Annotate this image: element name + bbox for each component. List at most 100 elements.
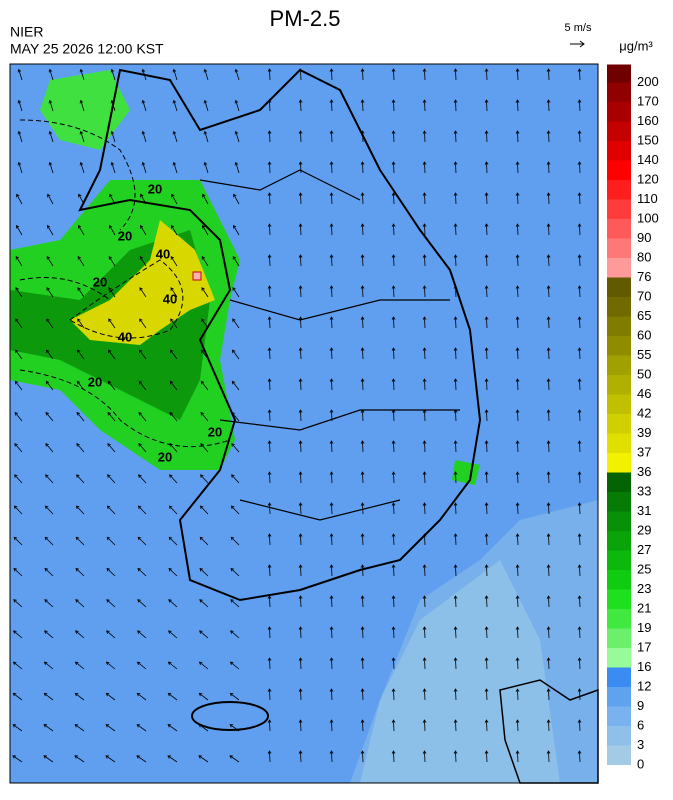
wind-arrow: [329, 688, 334, 701]
wind-arrow: [109, 224, 116, 236]
wind-arrow: [329, 657, 334, 670]
wind-arrow: [141, 99, 147, 112]
wind-arrow: [170, 287, 178, 298]
wind-arrow: [484, 533, 489, 546]
wind-arrow: [422, 285, 427, 298]
colorbar-label: 37: [637, 444, 651, 459]
wind-arrow: [15, 255, 23, 267]
wind-arrow: [391, 68, 396, 81]
wind-arrow: [546, 719, 551, 732]
wind-arrow: [360, 657, 365, 670]
wind-arrow: [230, 567, 240, 577]
wind-arrow: [484, 409, 489, 422]
colorbar-label: 90: [637, 230, 651, 245]
wind-arrow: [44, 536, 54, 546]
wind-arrow: [46, 318, 54, 329]
wind-arrow: [391, 502, 396, 515]
wind-arrow: [76, 474, 85, 484]
wind-arrow: [15, 287, 23, 298]
wind-arrow: [298, 750, 303, 763]
wind-arrow: [199, 630, 209, 639]
colorbar-segment: [607, 258, 631, 278]
wind-arrow: [138, 380, 147, 391]
wind-arrow: [391, 347, 396, 360]
wind-arrow: [199, 505, 209, 515]
wind-arrow: [203, 130, 209, 143]
colorbar-label: 0: [637, 756, 644, 771]
wind-arrow: [267, 471, 272, 484]
wind-arrow: [198, 692, 209, 701]
wind-arrow: [232, 255, 240, 267]
contour-label: 20: [88, 374, 102, 389]
wind-arrow: [169, 474, 178, 484]
colorbar-segment: [607, 570, 631, 590]
wind-arrow: [168, 536, 178, 546]
colorbar-segment: [607, 355, 631, 375]
wind-arrow: [515, 409, 520, 422]
wind-arrow: [167, 692, 178, 701]
colorbar-label: 80: [637, 249, 651, 264]
wind-arrow: [329, 719, 334, 732]
wind-arrow: [200, 474, 209, 484]
wind-arrow: [484, 316, 489, 329]
wind-arrow: [577, 130, 582, 143]
wind-arrow: [546, 223, 551, 236]
wind-arrow: [484, 595, 489, 608]
wind-arrow: [168, 599, 178, 608]
wind-arrow: [167, 724, 178, 732]
wind-arrow: [229, 755, 240, 763]
wind-arrow: [453, 595, 458, 608]
wind-arrow: [136, 692, 147, 701]
wind-arrow: [267, 564, 272, 577]
wind-arrow: [106, 599, 116, 608]
wind-arrow: [453, 347, 458, 360]
wind-arrow: [546, 378, 551, 391]
wind-arrow: [329, 471, 334, 484]
wind-arrow: [360, 595, 365, 608]
wind-arrow: [76, 411, 85, 422]
wind-arrow: [360, 626, 365, 639]
wind-arrow: [141, 130, 147, 143]
colorbar-label: 60: [637, 327, 651, 342]
wind-arrow: [136, 724, 147, 732]
wind-arrow: [422, 688, 427, 701]
wind-arrow: [298, 285, 303, 298]
wind-arrow: [577, 316, 582, 329]
wind-arrow: [298, 316, 303, 329]
colorbar-segment: [607, 375, 631, 395]
wind-arrow: [546, 750, 551, 763]
wind-arrow: [329, 533, 334, 546]
wind-arrow: [484, 254, 489, 267]
wind-arrow: [515, 688, 520, 701]
yellow-plume: [70, 220, 215, 345]
wind-arrow: [391, 192, 396, 205]
wind-arrow: [107, 474, 116, 484]
wind-arrow: [546, 161, 551, 174]
wind-arrow: [546, 68, 551, 81]
wind-arrow: [422, 409, 427, 422]
wind-arrow: [577, 564, 582, 577]
wind-arrow: [48, 130, 54, 143]
wind-arrow: [13, 536, 23, 546]
wind-arrow: [106, 536, 116, 546]
wind-arrow: [360, 564, 365, 577]
wind-arrow: [170, 318, 178, 329]
wind-arrow: [484, 161, 489, 174]
wind-arrow: [12, 724, 23, 732]
colorbar-segment: [607, 160, 631, 180]
wind-arrow: [422, 223, 427, 236]
jeju: [191, 701, 269, 731]
wind-arrow: [329, 285, 334, 298]
wind-arrow: [17, 68, 23, 81]
wind-arrow: [515, 626, 520, 639]
wind-arrow: [577, 688, 582, 701]
wind-arrow: [203, 68, 209, 81]
colorbar-label: 27: [637, 542, 651, 557]
wind-arrow: [16, 224, 23, 236]
colorbar-segment: [607, 726, 631, 746]
wind-arrow: [138, 443, 147, 453]
wind-arrow: [515, 533, 520, 546]
colorbar-segment: [607, 531, 631, 551]
wind-arrow: [577, 68, 582, 81]
contour-label: 40: [156, 246, 170, 261]
